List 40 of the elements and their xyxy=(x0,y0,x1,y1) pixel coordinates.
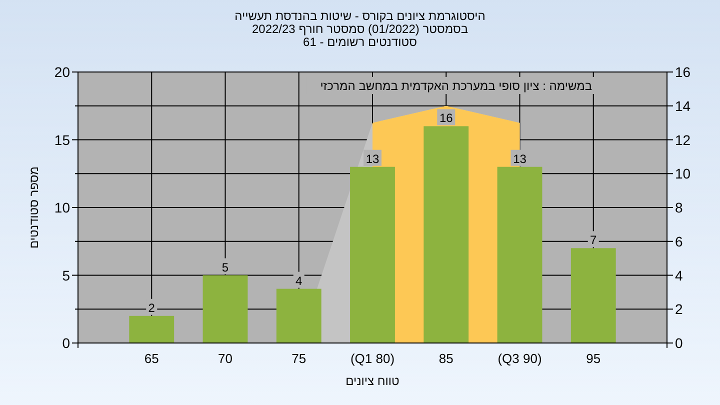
y2-tick-label: 16 xyxy=(675,64,691,80)
data-label: 2 xyxy=(148,300,156,315)
bar xyxy=(202,275,248,343)
x-tick-label: (Q3 90) xyxy=(498,351,542,366)
y-tick-label: 15 xyxy=(54,132,70,148)
y2-tick-label: 6 xyxy=(675,233,683,250)
data-label: 13 xyxy=(513,152,527,166)
y-tick-label: 20 xyxy=(54,64,70,80)
y2-tick-label: 4 xyxy=(675,267,683,284)
y-tick-label: 0 xyxy=(62,335,70,351)
bar xyxy=(129,316,174,343)
x-tick-label: 65 xyxy=(144,351,159,366)
x-tick-label: 75 xyxy=(292,351,306,366)
x-tick-label: 70 xyxy=(218,351,232,366)
x-tick-label: (Q1 80) xyxy=(350,351,395,366)
y-tick-label: 5 xyxy=(62,267,70,284)
data-label: 5 xyxy=(222,260,229,274)
chart-subtitle: בסמסטר (01/2022) סמסטר חורף 2022/23 סטודנטים רשומים - 61 xyxy=(252,22,468,49)
data-label: 16 xyxy=(439,111,454,126)
x-axis-title: טווח ציונים xyxy=(346,374,400,388)
y2-tick-label: 0 xyxy=(675,335,683,351)
data-label: 7 xyxy=(590,233,598,248)
bar xyxy=(276,288,322,343)
y2-tick-label: 2 xyxy=(675,301,683,318)
y-tick-label: 10 xyxy=(54,200,70,216)
x-tick-label: 95 xyxy=(586,351,601,366)
y2-tick-label: 10 xyxy=(675,166,691,182)
bar xyxy=(350,166,395,343)
bar xyxy=(424,126,469,343)
data-label: 13 xyxy=(366,152,380,166)
y2-tick-label: 8 xyxy=(675,200,683,216)
annotation: במשימה : ציון סופי במערכת האקדמית במחשב המרכזי xyxy=(320,79,592,93)
y2-tick-label: 14 xyxy=(675,98,691,114)
bar xyxy=(570,248,616,343)
chart-title: היסטוגרמת ציונים בקורס - שיטות בהנדסת תעשייה xyxy=(234,9,486,23)
bar xyxy=(497,166,542,343)
data-label: 4 xyxy=(296,274,303,288)
x-tick-label: 85 xyxy=(438,351,454,366)
y-axis-title: מספר סטודנטים xyxy=(27,166,41,249)
y2-tick-label: 12 xyxy=(675,132,691,148)
